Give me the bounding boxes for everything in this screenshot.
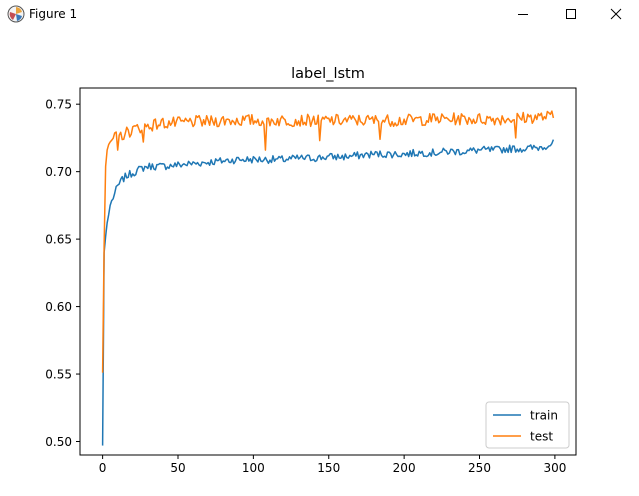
x-tick-label: 150 [317, 461, 340, 475]
matplotlib-icon [7, 5, 25, 23]
maximize-button[interactable] [548, 0, 594, 28]
minimize-icon [518, 14, 528, 15]
legend-label-test: test [530, 430, 553, 444]
x-tick-label: 100 [242, 461, 265, 475]
maximize-icon [566, 9, 576, 19]
figure-canvas: label_lstm 0 50 100 150 200 250 300 0.500.550.… [45, 66, 577, 475]
x-tick-label: 200 [393, 461, 416, 475]
y-axis: 0.50 0.55 0.60 0.65 0.70 0.75 [45, 98, 80, 449]
close-button[interactable] [593, 0, 639, 28]
x-tick-label: 0 [99, 461, 107, 475]
plot-lines [101, 110, 555, 446]
y-tick-label: 0.70 [45, 165, 72, 179]
x-axis: 0 50 100 150 200 250 300 [99, 455, 566, 475]
chart-title: label_lstm [291, 66, 365, 82]
y-tick-label: 0.65 [45, 233, 72, 247]
y-tick-label: 0.55 [45, 368, 72, 382]
x-tick-label: 250 [468, 461, 491, 475]
series-line-test [101, 110, 555, 373]
window-title: Figure 1 [29, 7, 78, 21]
legend-label-train: train [530, 409, 558, 423]
axes-frame [79, 87, 577, 456]
y-tick-label: 0.50 [45, 435, 72, 449]
minimize-button[interactable] [500, 0, 546, 28]
x-tick-label: 50 [170, 461, 185, 475]
close-icon [610, 8, 622, 20]
y-tick-label: 0.75 [45, 98, 72, 112]
legend: train test [485, 401, 570, 449]
x-tick-label: 300 [543, 461, 566, 475]
series-line-train [101, 139, 555, 446]
y-tick-label: 0.60 [45, 300, 72, 314]
window-titlebar: Figure 1 [0, 0, 639, 28]
